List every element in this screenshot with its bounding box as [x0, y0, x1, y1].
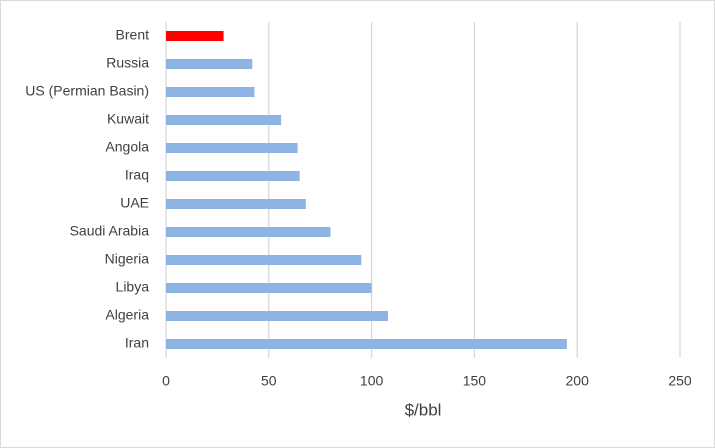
y-tick-label: Saudi Arabia — [70, 223, 150, 239]
y-tick-label: Algeria — [105, 307, 149, 323]
bar — [166, 199, 306, 209]
x-tick-label: 0 — [162, 373, 170, 389]
x-tick-label: 50 — [261, 373, 277, 389]
bar — [166, 283, 372, 293]
bar — [166, 311, 389, 321]
bar — [166, 171, 300, 181]
bar — [166, 31, 224, 41]
x-tick-label: 250 — [668, 373, 692, 389]
x-tick-label: 100 — [360, 373, 384, 389]
y-tick-label: Iran — [125, 335, 149, 351]
bar — [166, 143, 298, 153]
bar — [166, 255, 362, 265]
y-tick-label: Russia — [106, 55, 149, 71]
y-tick-label: Libya — [116, 279, 150, 295]
bar — [166, 227, 331, 237]
bar — [166, 115, 282, 125]
x-axis-label: $/bbl — [405, 400, 442, 419]
y-tick-label: Nigeria — [105, 251, 150, 267]
y-tick-label: Angola — [105, 139, 149, 155]
y-tick-label: UAE — [120, 195, 149, 211]
bar — [166, 87, 255, 97]
y-tick-label: Brent — [116, 27, 150, 43]
bar — [166, 339, 567, 349]
x-tick-label: 200 — [566, 373, 590, 389]
y-tick-label: Iraq — [125, 167, 149, 183]
y-tick-label: US (Permian Basin) — [25, 83, 149, 99]
y-tick-label: Kuwait — [107, 111, 149, 127]
bar — [166, 59, 253, 69]
x-tick-label: 150 — [463, 373, 487, 389]
